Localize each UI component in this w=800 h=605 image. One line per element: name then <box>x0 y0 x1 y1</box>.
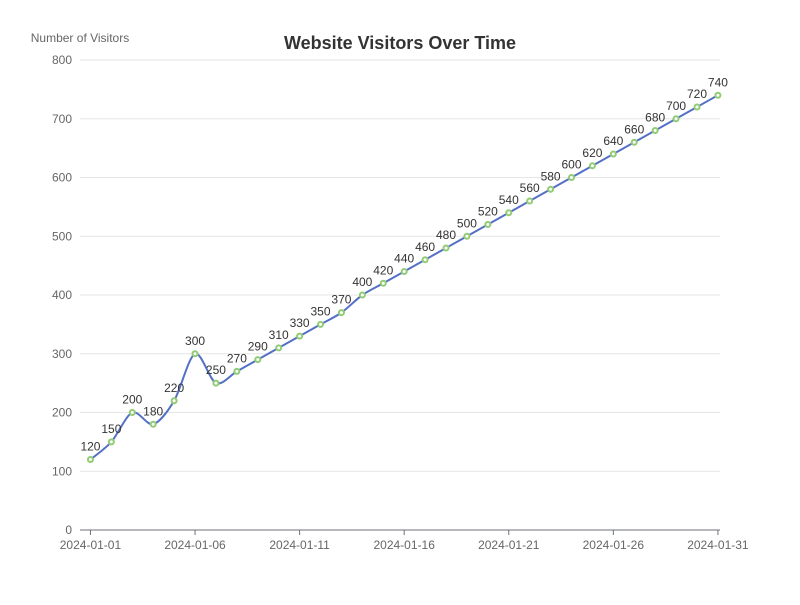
data-point[interactable] <box>714 91 722 99</box>
x-tick-label: 2024-01-06 <box>164 538 226 552</box>
y-tick-label: 800 <box>52 53 72 67</box>
x-tick-label: 2024-01-16 <box>373 538 435 552</box>
data-point[interactable] <box>233 367 241 375</box>
y-tick-label: 300 <box>52 347 72 361</box>
data-label: 420 <box>373 263 393 277</box>
data-point[interactable] <box>212 379 220 387</box>
data-point[interactable] <box>337 309 345 317</box>
data-label: 540 <box>499 193 519 207</box>
data-point[interactable] <box>672 115 680 123</box>
data-label: 740 <box>708 75 728 89</box>
data-point[interactable] <box>463 232 471 240</box>
data-label: 350 <box>311 304 331 318</box>
data-point[interactable] <box>442 244 450 252</box>
x-tick-label: 2024-01-01 <box>60 538 122 552</box>
data-label: 660 <box>624 122 644 136</box>
data-label: 300 <box>185 334 205 348</box>
data-label: 700 <box>666 99 686 113</box>
data-label: 150 <box>101 422 121 436</box>
data-label: 200 <box>122 393 142 407</box>
data-point[interactable] <box>149 420 157 428</box>
data-label: 620 <box>582 146 602 160</box>
chart-title: Website Visitors Over Time <box>284 33 516 53</box>
data-label: 330 <box>290 316 310 330</box>
data-point[interactable] <box>317 320 325 328</box>
data-point[interactable] <box>170 397 178 405</box>
data-labels: 1201502001802203002502702903103303503704… <box>80 75 728 453</box>
data-label: 720 <box>687 87 707 101</box>
x-tick-label: 2024-01-31 <box>687 538 749 552</box>
x-tick-label: 2024-01-11 <box>269 538 330 552</box>
y-tick-label: 100 <box>52 464 72 478</box>
data-label: 560 <box>520 181 540 195</box>
data-point[interactable] <box>86 456 94 463</box>
data-label: 120 <box>80 440 100 454</box>
data-label: 400 <box>352 275 372 289</box>
data-label: 520 <box>478 205 498 219</box>
data-point[interactable] <box>630 138 638 146</box>
data-label: 460 <box>415 240 435 254</box>
y-axis-label: Number of Visitors <box>31 31 129 45</box>
y-tick-label: 0 <box>65 523 72 537</box>
data-point[interactable] <box>358 291 366 299</box>
data-point[interactable] <box>421 256 429 264</box>
data-label: 440 <box>394 252 414 266</box>
data-label: 220 <box>164 381 184 395</box>
series-line <box>89 94 719 461</box>
data-point[interactable] <box>693 103 701 111</box>
series-layer <box>86 91 722 463</box>
data-point[interactable] <box>588 162 596 170</box>
data-point[interactable] <box>568 174 576 181</box>
data-label: 310 <box>269 328 289 342</box>
data-point[interactable] <box>379 279 387 287</box>
data-label: 600 <box>561 158 581 172</box>
data-point[interactable] <box>526 197 534 205</box>
data-point[interactable] <box>296 332 304 340</box>
data-point[interactable] <box>254 356 262 364</box>
y-tick-label: 200 <box>52 406 72 420</box>
x-tick-label: 2024-01-21 <box>478 538 540 552</box>
y-tick-label: 600 <box>52 171 72 185</box>
data-label: 640 <box>603 134 623 148</box>
y-tick-label: 400 <box>52 288 72 302</box>
data-label: 580 <box>541 169 561 183</box>
data-point[interactable] <box>400 268 408 275</box>
data-label: 680 <box>645 111 665 125</box>
data-label: 370 <box>331 293 351 307</box>
data-label: 500 <box>457 216 477 230</box>
data-label: 480 <box>436 228 456 242</box>
data-label: 250 <box>206 363 226 377</box>
data-point[interactable] <box>107 438 115 446</box>
x-tick-label: 2024-01-26 <box>583 538 645 552</box>
axes: 0 100 200 300 400 500 600 700 800 2024-01-01 2024-… <box>52 53 749 552</box>
y-tick-label: 700 <box>52 112 72 126</box>
y-tick-label: 500 <box>52 229 72 243</box>
data-label: 270 <box>227 351 247 365</box>
data-label: 180 <box>143 404 163 418</box>
data-point[interactable] <box>505 209 513 217</box>
data-point[interactable] <box>191 350 199 358</box>
data-label: 290 <box>248 340 268 354</box>
data-point[interactable] <box>547 185 555 193</box>
grid-lines <box>80 59 720 472</box>
data-point[interactable] <box>609 150 617 158</box>
data-point[interactable] <box>275 344 283 352</box>
data-point[interactable] <box>651 127 659 134</box>
data-point[interactable] <box>484 221 492 228</box>
data-point[interactable] <box>128 409 136 416</box>
